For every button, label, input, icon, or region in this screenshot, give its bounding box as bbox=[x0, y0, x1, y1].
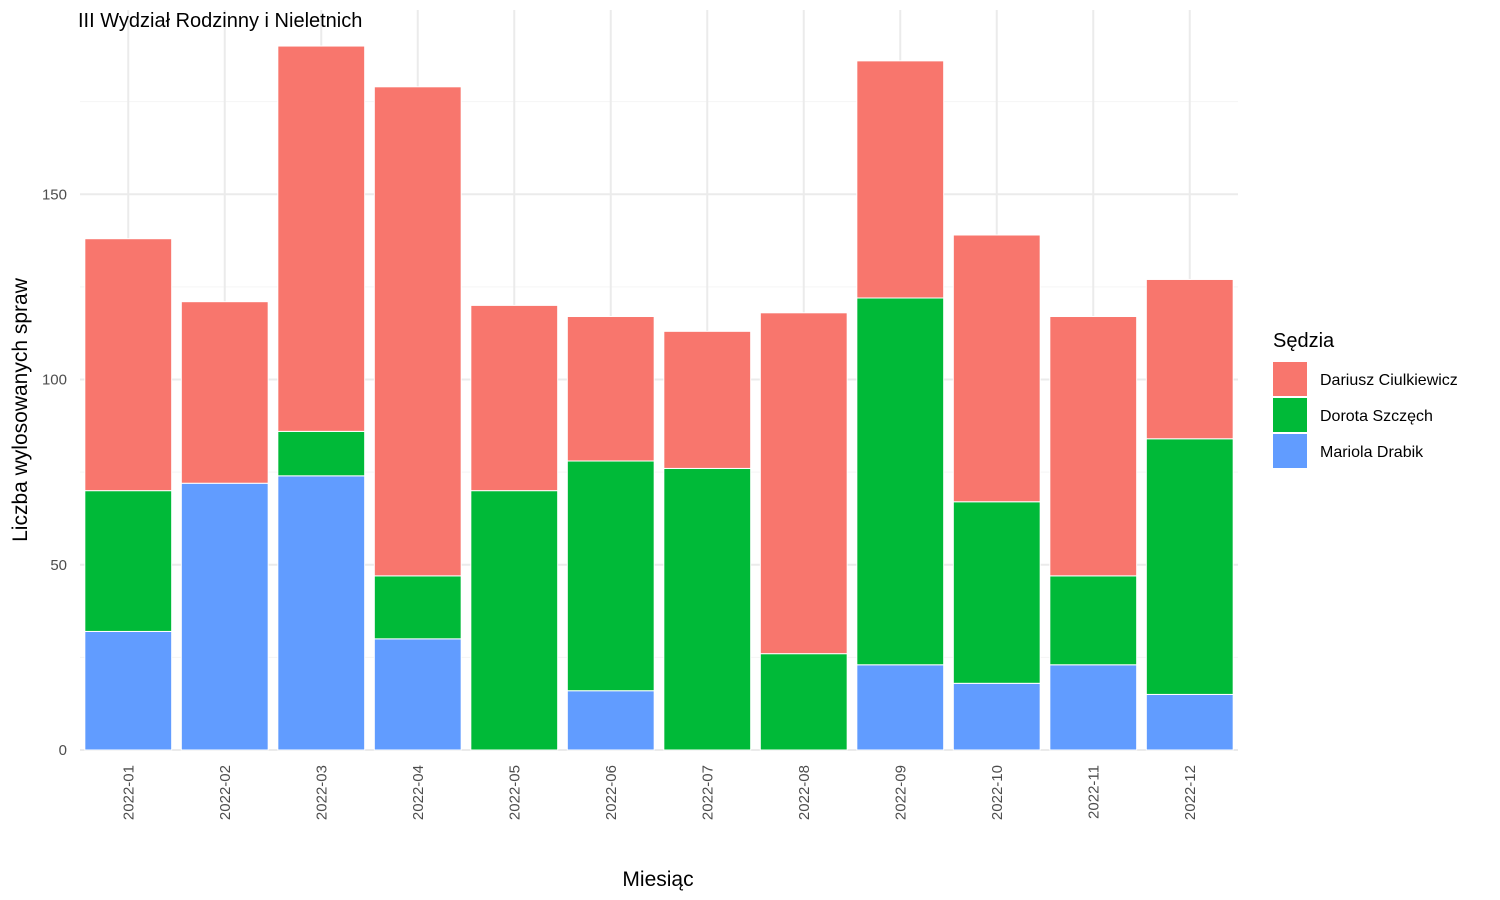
x-tick-label: 2022-06 bbox=[603, 765, 620, 820]
y-tick-label: 150 bbox=[42, 186, 67, 203]
bar-segment bbox=[1145, 438, 1234, 695]
legend-key bbox=[1273, 362, 1307, 396]
legend-label: Mariola Drabik bbox=[1320, 444, 1424, 461]
bar-segment bbox=[373, 86, 462, 577]
x-tick-label: 2022-11 bbox=[1085, 765, 1102, 819]
x-tick-label: 2022-09 bbox=[892, 765, 909, 820]
bar-segment bbox=[1049, 316, 1138, 577]
legend-key bbox=[1273, 398, 1307, 432]
x-tick-label: 2022-05 bbox=[506, 765, 523, 820]
y-tick-label: 50 bbox=[50, 557, 67, 574]
bar-segment bbox=[566, 316, 655, 462]
bar-segment bbox=[373, 575, 462, 640]
x-tick-label: 2022-10 bbox=[989, 765, 1006, 820]
x-tick-label: 2022-01 bbox=[120, 765, 137, 820]
y-tick-label: 0 bbox=[59, 742, 67, 759]
x-tick-label: 2022-12 bbox=[1182, 765, 1199, 820]
x-tick-label: 2022-03 bbox=[313, 765, 330, 820]
x-axis-ticks: 2022-01 2022-02 2022-03 2022-04 2022-05 2022-… bbox=[120, 765, 1199, 820]
y-tick-label: 100 bbox=[42, 372, 67, 389]
x-tick-label: 2022-08 bbox=[796, 765, 813, 820]
legend: Sędzia Dariusz Ciulkiewicz Dorota Szczęch… bbox=[1273, 330, 1458, 468]
bar-segment bbox=[759, 312, 848, 655]
bar-segment bbox=[663, 467, 752, 751]
bar-segment bbox=[566, 460, 655, 692]
chart-title: III Wydział Rodzinny i Nieletnich bbox=[78, 10, 362, 32]
y-axis-title: Liczba wylosowanych spraw bbox=[9, 277, 32, 542]
bar-segment bbox=[180, 301, 269, 484]
x-tick-label: 2022-04 bbox=[410, 765, 427, 820]
legend-label: Dorota Szczęch bbox=[1320, 408, 1433, 425]
bar-segment bbox=[277, 430, 366, 477]
bar-segment bbox=[759, 653, 848, 751]
bar-segment bbox=[470, 490, 559, 751]
bar-segment bbox=[856, 664, 945, 751]
bar-segment bbox=[663, 330, 752, 469]
bar-segment bbox=[84, 490, 173, 632]
x-tick-label: 2022-02 bbox=[217, 765, 234, 820]
bar-segment bbox=[84, 630, 173, 751]
legend-key bbox=[1273, 434, 1307, 468]
bar-segment bbox=[1145, 693, 1234, 751]
bar-segment bbox=[373, 638, 462, 751]
legend-title: Sędzia bbox=[1273, 330, 1335, 352]
bar-segment bbox=[952, 501, 1041, 684]
bar-segment bbox=[1049, 575, 1138, 666]
bar-segment bbox=[856, 60, 945, 299]
bar-segment bbox=[277, 475, 366, 751]
legend-label: Dariusz Ciulkiewicz bbox=[1320, 372, 1458, 389]
bar-segment bbox=[180, 482, 269, 751]
bar-segment bbox=[566, 690, 655, 751]
y-axis-ticks: 0 50 100 150 bbox=[42, 186, 67, 759]
bar-segment bbox=[856, 297, 945, 666]
bars bbox=[84, 45, 1234, 751]
bar-segment bbox=[952, 234, 1041, 503]
bar-segment bbox=[1145, 278, 1234, 440]
bar-segment bbox=[84, 238, 173, 492]
x-tick-label: 2022-07 bbox=[699, 765, 716, 820]
bar-segment bbox=[952, 682, 1041, 751]
bar-segment bbox=[470, 304, 559, 492]
bar-segment bbox=[1049, 664, 1138, 751]
bar-segment bbox=[277, 45, 366, 432]
x-axis-title: Miesiąc bbox=[622, 868, 693, 891]
